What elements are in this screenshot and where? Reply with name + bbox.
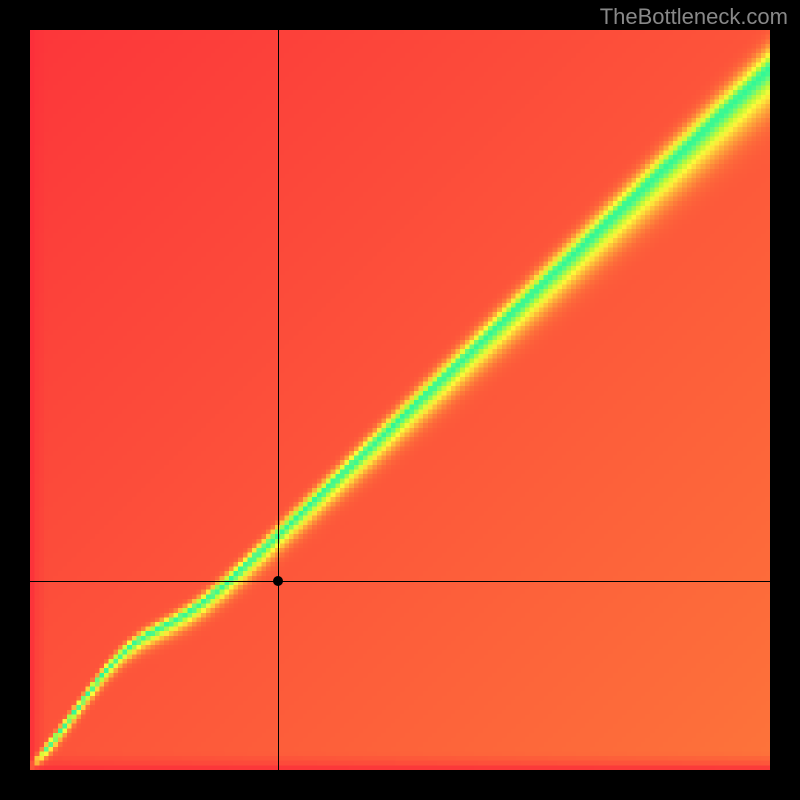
crosshair-horizontal [30, 581, 770, 582]
watermark-text: TheBottleneck.com [600, 4, 788, 30]
marker-dot [273, 576, 283, 586]
bottleneck-heatmap [30, 30, 770, 770]
crosshair-vertical [278, 30, 279, 770]
plot-area [30, 30, 770, 770]
